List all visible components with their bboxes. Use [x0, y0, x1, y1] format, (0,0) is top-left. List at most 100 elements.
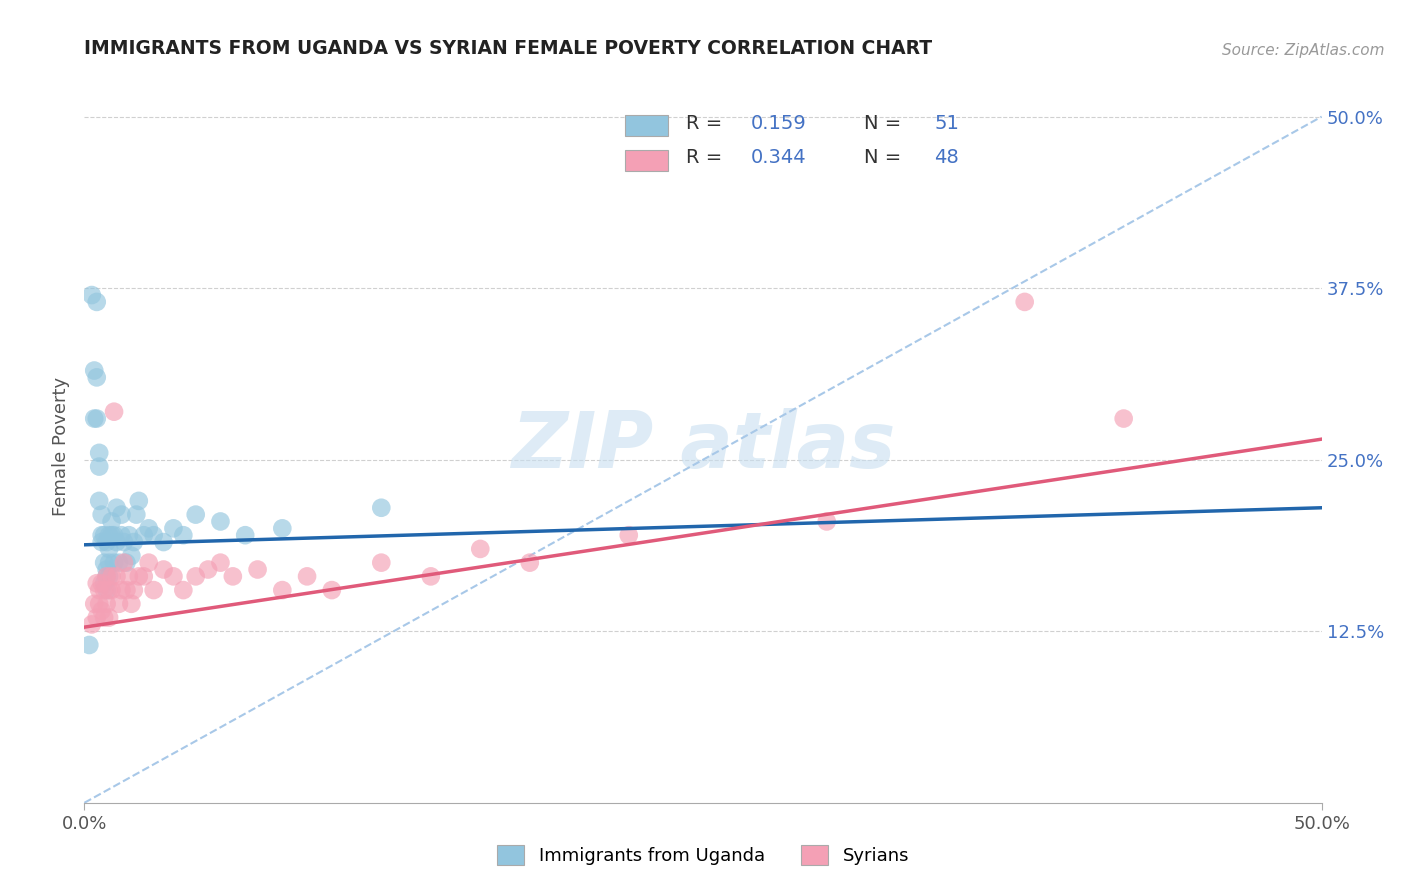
Point: [115, 556, 138, 570]
Point: [103, 556, 125, 570]
Point: [115, 583, 138, 598]
Point: [93, 583, 115, 598]
Point: [96, 569, 118, 583]
Point: [125, 508, 148, 522]
Point: [184, 569, 207, 583]
Point: [98, 583, 121, 598]
Point: [86, 370, 108, 384]
Point: [105, 500, 128, 515]
Point: [89, 459, 111, 474]
Point: [470, 541, 492, 556]
Point: [105, 535, 128, 549]
Point: [108, 556, 131, 570]
Point: [112, 556, 135, 570]
Point: [617, 528, 640, 542]
Point: [122, 583, 145, 598]
Point: [90, 535, 112, 549]
Point: [118, 528, 141, 542]
Y-axis label: Female Poverty: Female Poverty: [52, 376, 70, 516]
Point: [132, 528, 155, 542]
Point: [152, 562, 174, 576]
Point: [89, 583, 111, 598]
Point: [1014, 294, 1036, 309]
Point: [98, 610, 121, 624]
Point: [419, 569, 441, 583]
Point: [80, 617, 103, 632]
Point: [271, 583, 294, 598]
Point: [815, 515, 838, 529]
Point: [100, 569, 122, 583]
Point: [83, 411, 105, 425]
Point: [86, 610, 108, 624]
Point: [83, 597, 105, 611]
Point: [90, 528, 112, 542]
Point: [93, 610, 115, 624]
Text: 0.159: 0.159: [751, 114, 807, 133]
Point: [110, 528, 132, 542]
Point: [90, 604, 112, 618]
Point: [86, 411, 108, 425]
Point: [120, 597, 142, 611]
Point: [93, 528, 115, 542]
Point: [370, 556, 392, 570]
Point: [103, 528, 125, 542]
Text: N =: N =: [865, 114, 908, 133]
Point: [93, 556, 115, 570]
Point: [128, 494, 150, 508]
Point: [89, 597, 111, 611]
Point: [321, 583, 343, 598]
Point: [96, 583, 118, 598]
Point: [142, 528, 165, 542]
Point: [86, 576, 108, 591]
FancyBboxPatch shape: [624, 150, 668, 171]
Point: [79, 638, 101, 652]
Point: [100, 528, 122, 542]
Point: [172, 528, 194, 542]
Point: [98, 569, 121, 583]
Point: [132, 569, 155, 583]
Point: [103, 405, 125, 419]
Point: [370, 500, 392, 515]
Point: [96, 569, 118, 583]
Point: [90, 576, 112, 591]
Point: [100, 515, 122, 529]
Point: [98, 541, 121, 556]
Point: [128, 569, 150, 583]
Text: R =: R =: [686, 114, 728, 133]
Point: [222, 569, 245, 583]
Point: [80, 288, 103, 302]
Text: 0.344: 0.344: [751, 148, 807, 167]
Point: [98, 556, 121, 570]
Text: 48: 48: [934, 148, 959, 167]
Point: [112, 535, 135, 549]
Text: R =: R =: [686, 148, 728, 167]
Point: [233, 528, 256, 542]
Point: [295, 569, 318, 583]
FancyBboxPatch shape: [624, 115, 668, 136]
Point: [120, 549, 142, 563]
Point: [93, 576, 115, 591]
Text: N =: N =: [865, 148, 908, 167]
Point: [152, 535, 174, 549]
Point: [1112, 411, 1135, 425]
Text: 51: 51: [934, 114, 959, 133]
Point: [89, 494, 111, 508]
Point: [100, 583, 122, 598]
Point: [271, 521, 294, 535]
Point: [138, 556, 160, 570]
Point: [108, 597, 131, 611]
Point: [519, 556, 541, 570]
Point: [172, 583, 194, 598]
Point: [96, 597, 118, 611]
Point: [96, 535, 118, 549]
Text: ZIP atlas: ZIP atlas: [510, 408, 896, 484]
Point: [209, 556, 232, 570]
Text: IMMIGRANTS FROM UGANDA VS SYRIAN FEMALE POVERTY CORRELATION CHART: IMMIGRANTS FROM UGANDA VS SYRIAN FEMALE …: [84, 39, 932, 58]
Point: [110, 583, 132, 598]
Point: [122, 535, 145, 549]
Point: [246, 562, 269, 576]
Point: [98, 528, 121, 542]
Point: [90, 508, 112, 522]
Point: [110, 508, 132, 522]
Point: [89, 446, 111, 460]
